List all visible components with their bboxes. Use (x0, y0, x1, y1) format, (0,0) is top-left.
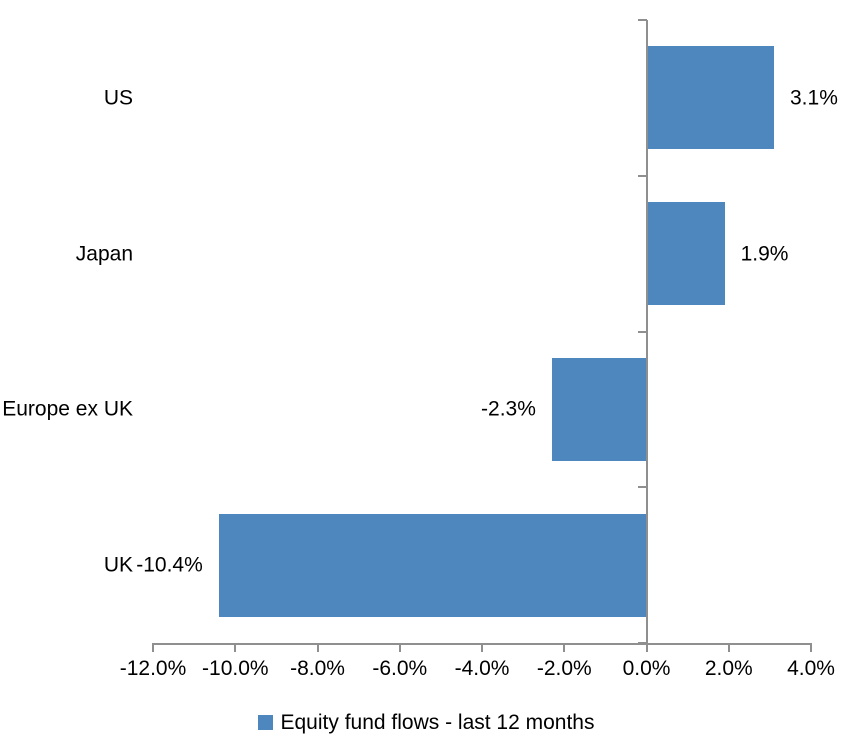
category-axis-tick (637, 642, 647, 644)
x-axis-tick (481, 643, 483, 652)
x-axis-tick-label: 2.0% (704, 657, 753, 680)
category-axis-tick (637, 19, 647, 21)
bar-japan (646, 202, 725, 306)
legend: Equity fund flows - last 12 months (0, 712, 852, 733)
legend-label: Equity fund flows - last 12 months (280, 711, 595, 734)
category-axis-tick (637, 174, 647, 177)
x-axis-tick (234, 643, 237, 652)
x-axis-tick (152, 643, 154, 652)
x-axis-tick-label: -12.0% (119, 657, 187, 680)
x-axis-tick-label: -2.0% (536, 657, 592, 680)
x-axis-tick (810, 643, 812, 652)
x-axis-tick (316, 643, 319, 652)
legend-swatch-icon (257, 715, 273, 730)
x-axis-tick-label: -6.0% (372, 657, 428, 680)
category-label-us: US (103, 86, 133, 110)
x-axis-tick (398, 643, 401, 652)
value-label-us: 3.1% (790, 86, 838, 110)
x-axis-tick-label: -4.0% (454, 657, 510, 680)
value-label-japan: 1.9% (740, 242, 789, 266)
category-label-europe-ex-uk: Europe ex UK (2, 397, 133, 421)
category-axis-line (645, 20, 648, 643)
category-axis-tick (637, 330, 647, 333)
x-axis-tick (563, 643, 566, 652)
bar-europe-ex-uk (551, 357, 647, 461)
category-label-uk: UK (103, 553, 133, 577)
x-axis-tick-label: 0.0% (622, 657, 671, 680)
x-axis-tick-label: -8.0% (290, 657, 345, 680)
x-axis-tick-label: 4.0% (787, 657, 835, 680)
value-label-uk: -10.4% (136, 553, 203, 577)
x-axis-tick (645, 643, 648, 652)
value-label-europe-ex-uk: -2.3% (481, 397, 536, 421)
bar-uk (218, 513, 647, 617)
x-axis-tick (727, 643, 730, 652)
bar-us (646, 46, 774, 150)
category-axis-tick (637, 486, 647, 489)
x-axis-tick-label: -10.0% (202, 657, 269, 680)
category-label-japan: Japan (75, 242, 133, 266)
